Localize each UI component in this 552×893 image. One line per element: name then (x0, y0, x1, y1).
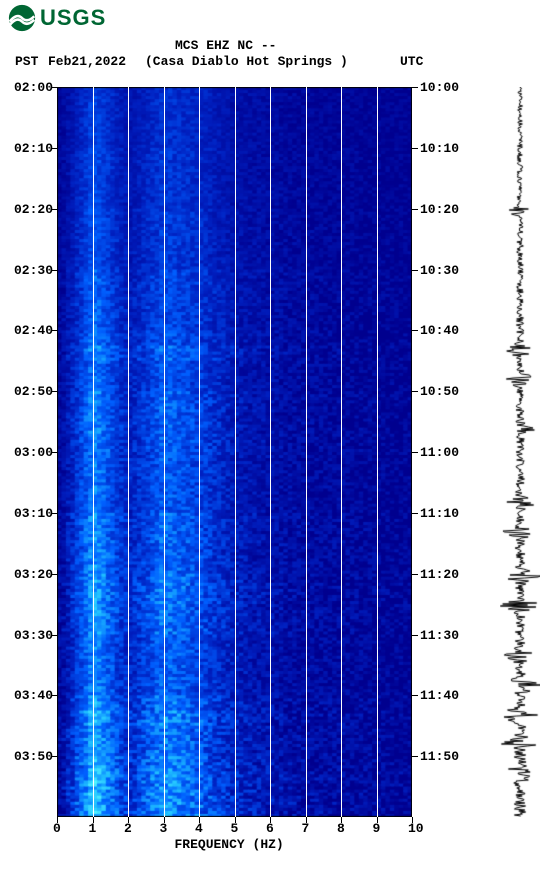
left-timezone: PST (15, 54, 38, 69)
x-tick-label: 6 (266, 821, 274, 836)
x-tick-label: 2 (124, 821, 132, 836)
y-tick-mark (412, 87, 418, 88)
x-tick-mark (306, 817, 307, 823)
waveform-trace (500, 87, 540, 817)
x-tick-mark (57, 817, 58, 823)
right-time-label: 10:30 (420, 263, 459, 278)
y-tick-mark (51, 574, 57, 575)
x-tick-mark (377, 817, 378, 823)
right-timezone: UTC (400, 54, 423, 69)
usgs-logo: USGS (8, 4, 106, 32)
left-time-label: 03:50 (14, 749, 53, 764)
left-time-label: 02:30 (14, 263, 53, 278)
right-time-label: 10:50 (420, 384, 459, 399)
x-tick-mark (164, 817, 165, 823)
x-tick-mark (235, 817, 236, 823)
left-time-label: 02:40 (14, 323, 53, 338)
y-tick-mark (412, 756, 418, 757)
y-tick-mark (412, 148, 418, 149)
x-gridline (199, 87, 200, 817)
y-tick-mark (412, 513, 418, 514)
y-tick-mark (51, 391, 57, 392)
spectrogram-plot (57, 87, 412, 817)
right-time-label: 11:00 (420, 445, 459, 460)
y-tick-mark (412, 209, 418, 210)
x-tick-mark (199, 817, 200, 823)
right-time-label: 11:10 (420, 506, 459, 521)
y-tick-mark (51, 270, 57, 271)
header-date: Feb21,2022 (48, 54, 126, 69)
x-tick-label: 4 (195, 821, 203, 836)
left-time-label: 02:10 (14, 141, 53, 156)
y-tick-mark (412, 452, 418, 453)
y-tick-mark (51, 330, 57, 331)
right-time-label: 11:30 (420, 628, 459, 643)
left-time-label: 03:00 (14, 445, 53, 460)
left-time-label: 03:20 (14, 567, 53, 582)
y-tick-mark (51, 695, 57, 696)
x-tick-label: 0 (53, 821, 61, 836)
x-tick-label: 9 (373, 821, 381, 836)
x-gridline (93, 87, 94, 817)
x-gridline (377, 87, 378, 817)
x-tick-mark (412, 817, 413, 823)
left-time-label: 02:20 (14, 202, 53, 217)
x-tick-label: 1 (89, 821, 97, 836)
left-time-label: 03:30 (14, 628, 53, 643)
x-tick-label: 7 (302, 821, 310, 836)
x-tick-mark (93, 817, 94, 823)
x-tick-label: 5 (231, 821, 239, 836)
right-time-label: 11:50 (420, 749, 459, 764)
right-time-label: 10:10 (420, 141, 459, 156)
right-time-label: 10:40 (420, 323, 459, 338)
x-tick-mark (341, 817, 342, 823)
y-tick-mark (412, 330, 418, 331)
y-tick-mark (51, 452, 57, 453)
right-time-label: 10:00 (420, 80, 459, 95)
y-tick-mark (412, 574, 418, 575)
x-tick-mark (128, 817, 129, 823)
y-tick-mark (51, 87, 57, 88)
left-time-label: 03:40 (14, 688, 53, 703)
logo-text: USGS (40, 5, 106, 31)
y-tick-mark (412, 270, 418, 271)
x-gridline (164, 87, 165, 817)
wave-icon (8, 4, 36, 32)
x-gridline (306, 87, 307, 817)
y-tick-mark (51, 635, 57, 636)
x-gridline (270, 87, 271, 817)
y-tick-mark (412, 635, 418, 636)
y-tick-mark (51, 148, 57, 149)
right-time-label: 11:40 (420, 688, 459, 703)
left-time-label: 02:50 (14, 384, 53, 399)
x-gridline (341, 87, 342, 817)
y-tick-mark (51, 209, 57, 210)
station-name: (Casa Diablo Hot Springs ) (145, 54, 348, 69)
right-time-label: 11:20 (420, 567, 459, 582)
y-tick-mark (51, 513, 57, 514)
x-axis-label: FREQUENCY (HZ) (175, 837, 284, 852)
right-time-label: 10:20 (420, 202, 459, 217)
chart-title: MCS EHZ NC -- (175, 38, 276, 53)
left-time-label: 02:00 (14, 80, 53, 95)
y-tick-mark (412, 695, 418, 696)
left-time-label: 03:10 (14, 506, 53, 521)
x-tick-label: 8 (337, 821, 345, 836)
x-tick-label: 3 (160, 821, 168, 836)
x-gridline (128, 87, 129, 817)
y-tick-mark (412, 391, 418, 392)
x-gridline (235, 87, 236, 817)
x-tick-label: 10 (408, 821, 424, 836)
y-tick-mark (51, 756, 57, 757)
x-tick-mark (270, 817, 271, 823)
